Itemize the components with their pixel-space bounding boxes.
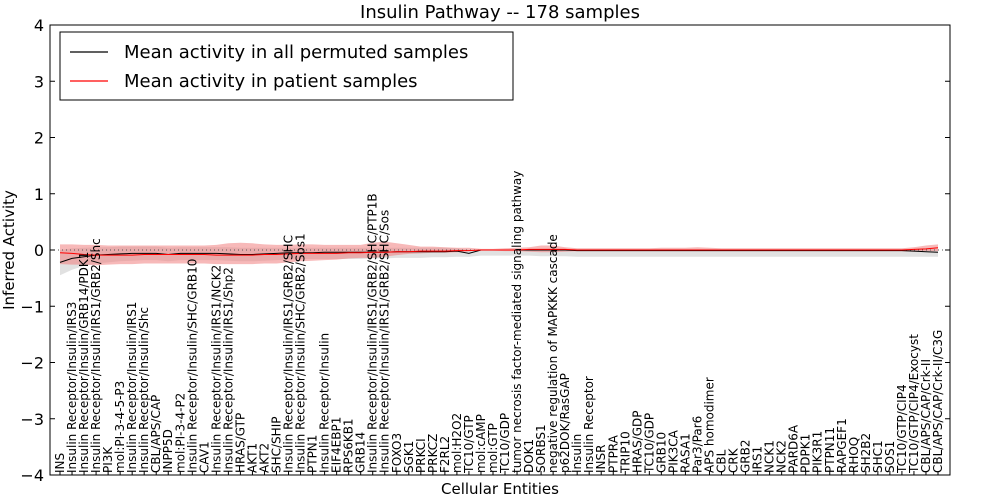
x-tick-label: RASA1 xyxy=(678,433,692,473)
x-tick-label: CBL/APS/CAP xyxy=(149,395,163,473)
x-tick-label: TC10/GDP xyxy=(642,413,656,474)
x-axis-label: Cellular Entities xyxy=(441,480,559,498)
x-tick-label: CBL/APS/CAP/Crk-II xyxy=(919,359,933,473)
x-tick-label: Insulin Receptor/Insulin/IRS1/GRB2/SHC xyxy=(282,235,296,473)
x-tick-label: DOK1 xyxy=(522,439,536,473)
y-axis-ticks: −4 −3 −2 −1 0 1 2 3 4 xyxy=(20,16,950,485)
legend-label-permuted: Mean activity in all permuted samples xyxy=(124,42,468,63)
x-tick-label: Insulin Receptor/Insulin/GRB14/PDK1 xyxy=(77,252,91,473)
x-tick-label: CRK xyxy=(727,447,741,473)
x-tick-label: Insulin Receptor/Insulin/IRS1 xyxy=(125,302,139,473)
x-tick-label: SHC/SHIP xyxy=(270,417,284,473)
x-tick-label: PTPN11 xyxy=(823,427,837,473)
x-tick-label: INSR xyxy=(594,445,608,473)
x-tick-label: Insulin Receptor/Insulin/IRS1/GRB2/Shc xyxy=(89,238,103,473)
confidence-bands xyxy=(60,241,938,276)
x-tick-label: TC10/GTP/CIP4 xyxy=(895,384,909,474)
x-tick-label: negative regulation of MAPKKK cascade xyxy=(546,234,560,473)
y-tick-label: −4 xyxy=(20,466,44,485)
x-tick-label: Insulin Receptor xyxy=(582,376,596,473)
x-tick-label: NCK1 xyxy=(763,440,777,473)
x-tick-label: AKT1 xyxy=(245,443,259,473)
legend-label-patient: Mean activity in patient samples xyxy=(124,71,418,92)
y-axis-label: Inferred Activity xyxy=(0,190,18,310)
x-tick-label: F2RL2 xyxy=(438,436,452,473)
y-tick-label: −1 xyxy=(20,297,44,316)
x-tick-label: IRS1 xyxy=(751,446,765,473)
x-tick-label: SORBS1 xyxy=(534,424,548,473)
x-tick-label: PIK3CA xyxy=(666,429,680,473)
x-tick-label: TC10/GDP xyxy=(498,413,512,474)
x-tick-label: tumor necrosis factor-mediated signaling… xyxy=(510,171,524,473)
line-patient xyxy=(59,247,939,256)
band-patient xyxy=(60,241,938,266)
x-tick-label: EIF4EBP1 xyxy=(330,417,344,473)
x-tick-label: PTPN1 xyxy=(306,435,320,473)
x-tick-label: TC10/GTP xyxy=(462,415,476,474)
x-tick-label: mol:cAMP xyxy=(474,414,488,473)
x-tick-label: RAPGEF1 xyxy=(835,418,849,473)
x-tick-label: PTPRA xyxy=(606,434,620,473)
x-tick-label: PRKCI xyxy=(414,438,428,473)
y-tick-label: 2 xyxy=(34,129,44,148)
x-tick-label: PDPK1 xyxy=(799,434,813,473)
y-tick-label: 1 xyxy=(34,185,44,204)
x-tick-label: RHOQ xyxy=(847,437,861,473)
x-tick-label: RPS6KB1 xyxy=(342,418,356,473)
x-tick-label: Insulin Receptor/Insulin/SHC/GRB2/Sos1 xyxy=(294,233,308,473)
x-tick-label: mol:H2O2 xyxy=(450,413,464,473)
x-tick-label: Insulin Receptor/Insulin/Shc xyxy=(137,307,151,473)
x-tick-label: SGK1 xyxy=(402,441,416,473)
x-tick-label: Insulin Receptor/Insulin/IRS1/NCK2 xyxy=(209,265,223,473)
x-tick-label: Insulin Receptor/Insulin/SHC/GRB10 xyxy=(185,259,199,473)
x-tick-label: TRIP10 xyxy=(618,431,632,474)
x-tick-label: CBL xyxy=(715,449,729,473)
x-tick-label: HRAS/GDP xyxy=(630,410,644,473)
x-tick-label: Insulin xyxy=(570,434,584,473)
x-tick-label: mol:GTP xyxy=(486,423,500,473)
x-tick-label: SHC1 xyxy=(871,440,885,473)
x-tick-label: p62DOK/RasGAP xyxy=(558,373,572,473)
x-tick-label: INPP5D xyxy=(161,429,175,473)
x-tick-label: GRB10 xyxy=(654,432,668,473)
x-tick-label: CBL/APS/CAP/Crk-II/C3G xyxy=(931,330,945,473)
x-tick-label: APS homodimer xyxy=(703,377,717,473)
series-lines xyxy=(59,247,939,263)
x-tick-label: FOXO3 xyxy=(390,433,404,473)
y-tick-label: 4 xyxy=(34,16,44,35)
x-tick-label: SH2B2 xyxy=(859,433,873,473)
x-tick-label: HRAS/GTP xyxy=(233,413,247,473)
x-tick-label: Par3/Par6 xyxy=(691,416,705,473)
x-tick-label: mol:PI-3-4-5-P3 xyxy=(113,381,127,473)
legend-box xyxy=(59,31,514,101)
x-tick-label: CAV1 xyxy=(197,441,211,473)
x-tick-label: Insulin Receptor/Insulin/IRS1/GRB2/SHC/P… xyxy=(366,193,380,473)
x-tick-label: GRB14 xyxy=(354,432,368,473)
x-tick-label: Insulin Receptor/Insulin/IRS1/Shp2 xyxy=(221,267,235,473)
x-tick-label: Insulin Receptor/Insulin/IRS3 xyxy=(65,302,79,473)
y-tick-label: 3 xyxy=(34,72,44,91)
y-tick-label: −2 xyxy=(20,354,44,373)
x-tick-label: SOS1 xyxy=(883,441,897,473)
y-tick-label: 0 xyxy=(34,241,44,260)
x-tick-label: AKT2 xyxy=(258,443,272,473)
x-tick-label: GRB2 xyxy=(739,439,753,473)
x-tick-label: Insulin Receptor/Insulin/IRS1/GRB2/SHC/S… xyxy=(378,210,392,473)
x-tick-label: NCK2 xyxy=(775,440,789,473)
x-tick-label: PIK3R1 xyxy=(811,431,825,473)
x-tick-label: TC10/GTP/CIP4/Exocyst xyxy=(907,334,921,474)
legend: Mean activity in all permuted samples Me… xyxy=(59,31,514,101)
chart-title: Insulin Pathway -- 178 samples xyxy=(360,2,640,23)
x-tick-label: Insulin Receptor/Insulin xyxy=(318,333,332,473)
x-tick-label: PI3K xyxy=(101,446,115,473)
y-tick-label: −3 xyxy=(20,410,44,429)
x-tick-label: PRKCZ xyxy=(426,434,440,473)
x-tick-label: INS xyxy=(53,453,67,473)
x-tick-label: mol:PI-3-4-P2 xyxy=(173,393,187,473)
x-tick-label: PARD6A xyxy=(787,424,801,473)
